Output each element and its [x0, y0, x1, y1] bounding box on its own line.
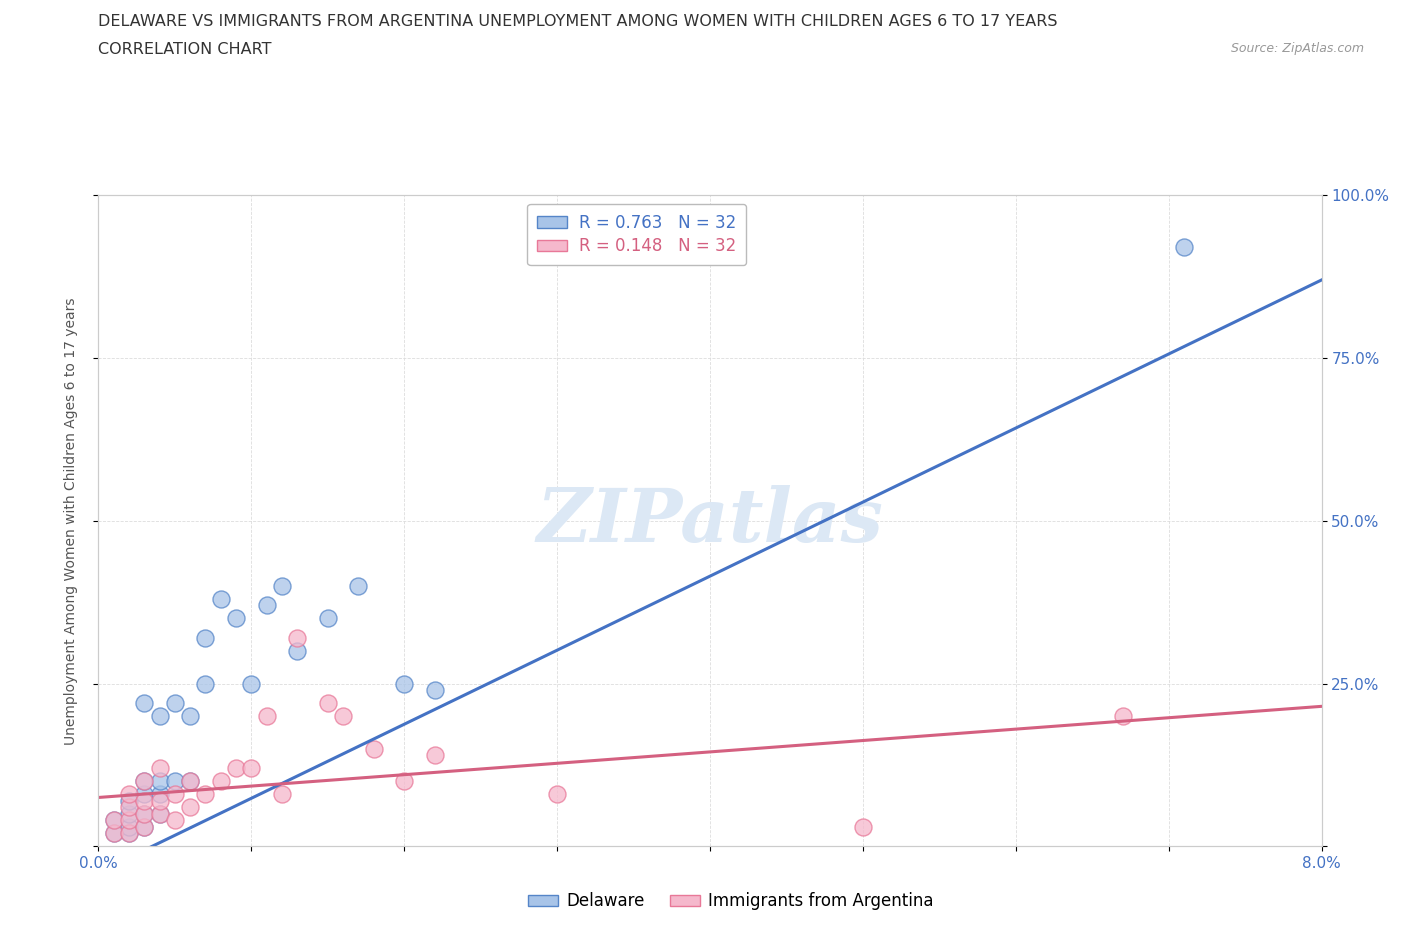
Point [256, 709, 278, 724]
Legend: R = 0.763   N = 32, R = 0.148   N = 32: R = 0.763 N = 32, R = 0.148 N = 32 [527, 204, 747, 265]
Point [118, 806, 141, 821]
Point [134, 793, 156, 808]
Point [149, 806, 172, 821]
Point [149, 793, 172, 808]
Point [179, 774, 201, 789]
Point [240, 761, 263, 776]
Point [179, 709, 201, 724]
Point [149, 806, 172, 821]
Point [316, 696, 339, 711]
Point [134, 774, 156, 789]
Point [149, 774, 172, 789]
Point [149, 709, 172, 724]
Point [134, 819, 156, 834]
Point [118, 800, 141, 815]
Y-axis label: Unemployment Among Women with Children Ages 6 to 17 years: Unemployment Among Women with Children A… [63, 297, 77, 745]
Point [134, 787, 156, 802]
Point [332, 709, 354, 724]
Point [118, 813, 141, 828]
Point [194, 787, 217, 802]
Point [118, 787, 141, 802]
Point [363, 741, 385, 756]
Point [118, 826, 141, 841]
Text: DELAWARE VS IMMIGRANTS FROM ARGENTINA UNEMPLOYMENT AMONG WOMEN WITH CHILDREN AGE: DELAWARE VS IMMIGRANTS FROM ARGENTINA UN… [98, 14, 1057, 29]
Point [103, 826, 125, 841]
Point [256, 598, 278, 613]
Point [134, 774, 156, 789]
Point [134, 806, 156, 821]
Point [163, 774, 186, 789]
Text: ZIPatlas: ZIPatlas [537, 485, 883, 557]
Point [179, 800, 201, 815]
Point [103, 813, 125, 828]
Point [118, 819, 141, 834]
Point [240, 676, 263, 691]
Point [1173, 240, 1195, 255]
Point [270, 787, 294, 802]
Point [423, 748, 446, 763]
Point [546, 787, 568, 802]
Point [285, 644, 308, 658]
Point [134, 806, 156, 821]
Point [392, 774, 416, 789]
Point [316, 611, 339, 626]
Legend: Delaware, Immigrants from Argentina: Delaware, Immigrants from Argentina [522, 885, 941, 917]
Point [103, 813, 125, 828]
Point [1112, 709, 1135, 724]
Point [179, 774, 201, 789]
Point [209, 774, 232, 789]
Point [423, 683, 446, 698]
Point [103, 826, 125, 841]
Point [118, 826, 141, 841]
Point [194, 631, 217, 645]
Point [134, 696, 156, 711]
Point [134, 819, 156, 834]
Point [163, 696, 186, 711]
Point [194, 676, 217, 691]
Point [225, 611, 247, 626]
Point [149, 761, 172, 776]
Point [392, 676, 416, 691]
Point [225, 761, 247, 776]
Point [270, 578, 294, 593]
Text: CORRELATION CHART: CORRELATION CHART [98, 42, 271, 57]
Point [118, 793, 141, 808]
Point [163, 787, 186, 802]
Point [347, 578, 370, 593]
Point [285, 631, 308, 645]
Point [852, 819, 875, 834]
Text: Source: ZipAtlas.com: Source: ZipAtlas.com [1230, 42, 1364, 55]
Point [149, 787, 172, 802]
Point [209, 591, 232, 606]
Point [163, 813, 186, 828]
